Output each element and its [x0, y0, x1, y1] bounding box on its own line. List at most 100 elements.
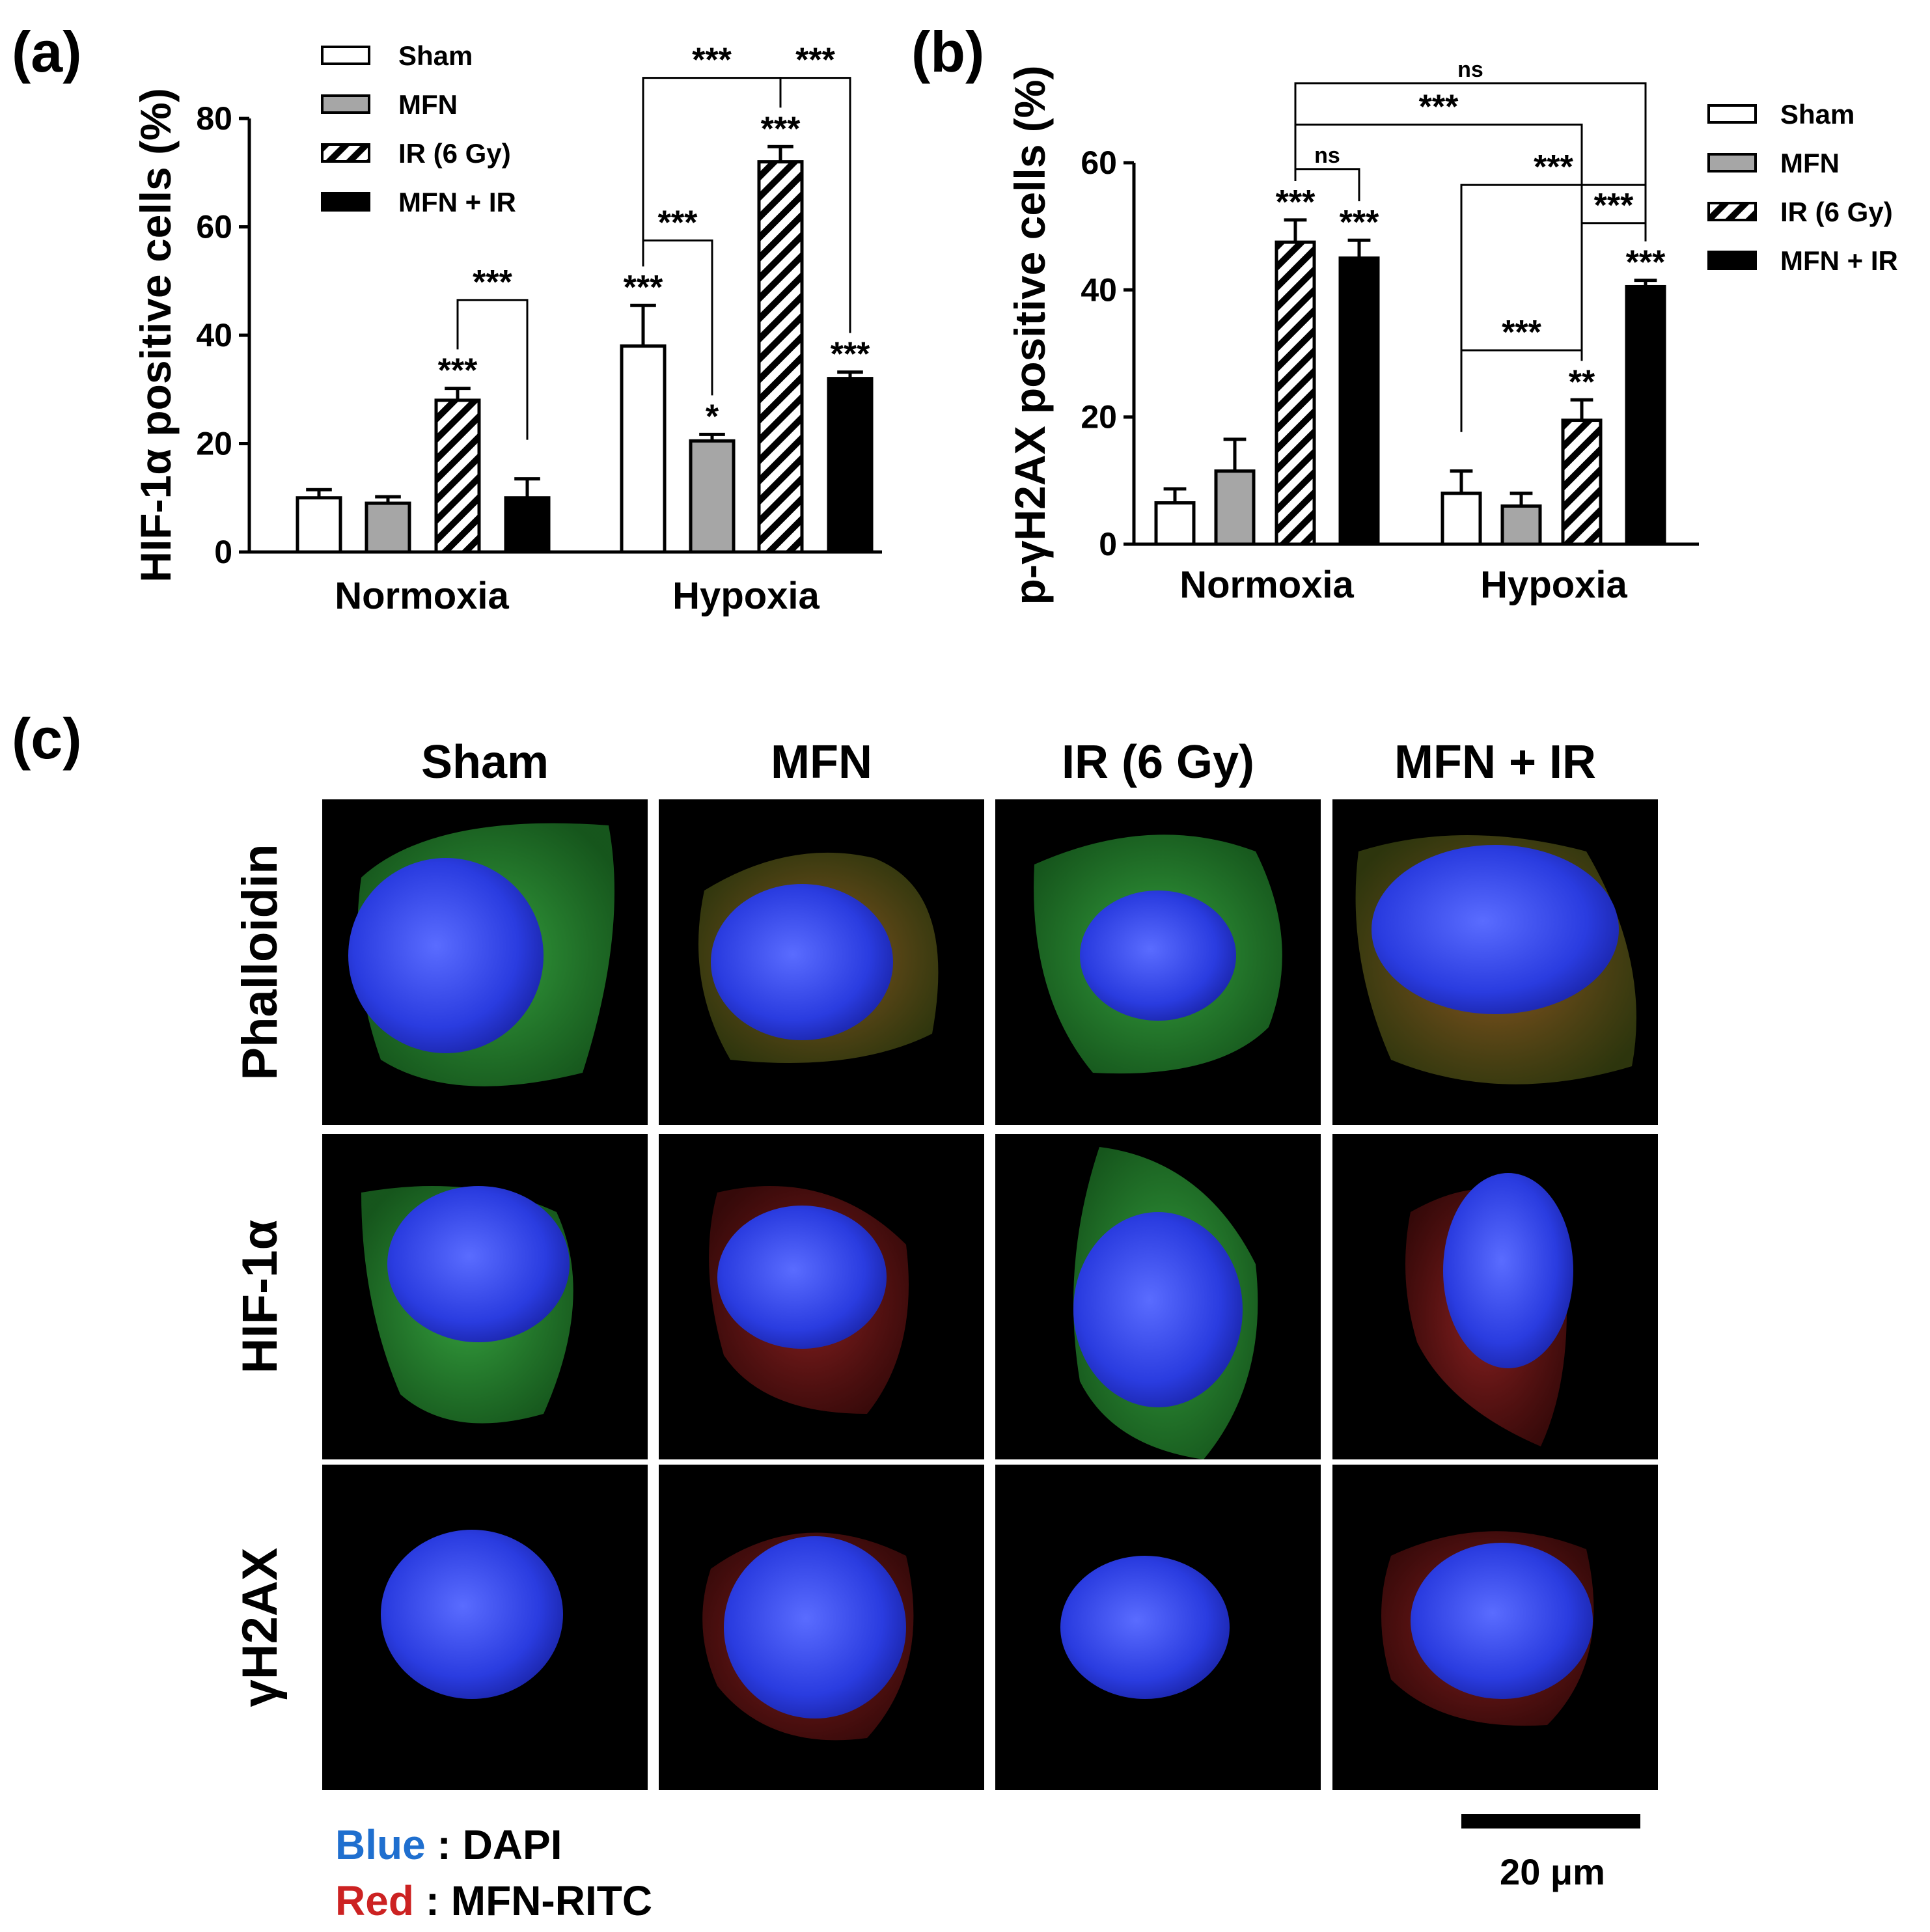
legend-label: MFN + IR [1780, 245, 1898, 276]
panel-b-letter: (b) [911, 20, 984, 84]
significance-bracket [779, 77, 851, 333]
row-header: Phalloidin [232, 844, 288, 1080]
micrograph [659, 1465, 984, 1790]
stain-legend-red: Red : MFN-RITC [335, 1877, 652, 1924]
bar [1214, 469, 1256, 546]
bracket-label: *** [795, 42, 835, 79]
y-tick-label: 40 [196, 317, 232, 353]
x-category-label: Normoxia [1179, 564, 1354, 606]
column-header: IR (6 Gy) [1062, 736, 1254, 788]
y-tick-label: 60 [1081, 145, 1117, 181]
bracket-label: *** [1419, 88, 1459, 126]
micrograph [995, 1134, 1321, 1459]
panel-c-letter: (c) [12, 706, 82, 771]
bar [1561, 419, 1603, 546]
row-header: γH2AX [232, 1547, 288, 1707]
legend-label: MFN [1780, 148, 1840, 178]
nucleus-dapi [387, 1186, 570, 1342]
significance-label: *** [624, 269, 663, 307]
nucleus-dapi [1443, 1173, 1573, 1368]
scale-bar-line [1461, 1814, 1640, 1828]
chart-b: 0 20 40 60 p-γH2AX positive cells (%) Normoxi… [1006, 57, 1898, 606]
bar [296, 496, 342, 554]
nucleus-dapi [348, 858, 544, 1053]
column-header: Sham [421, 736, 549, 788]
bracket-label: *** [692, 42, 732, 79]
bracket-label: *** [1594, 187, 1634, 225]
significance-label: *** [1276, 184, 1316, 221]
nucleus-dapi [1080, 890, 1236, 1021]
y-tick-label: 40 [1081, 271, 1117, 308]
significance-label: *** [438, 352, 478, 390]
micrograph [1332, 1134, 1658, 1459]
stain-legend-red-word: Red [335, 1877, 414, 1924]
row-header: HIF-1α [232, 1220, 288, 1374]
micrograph [322, 1134, 648, 1459]
y-axis-title: p-γH2AX positive cells (%) [1006, 66, 1054, 605]
bracket-label: *** [658, 204, 698, 242]
bracket-label: *** [1534, 148, 1573, 186]
legend-swatch [321, 46, 370, 65]
micrograph [1332, 1465, 1658, 1790]
legend-label: MFN [398, 89, 458, 120]
bracket-label: ns [1314, 143, 1340, 168]
x-category-label: Hypoxia [1480, 564, 1627, 606]
significance-label: ** [1569, 363, 1595, 401]
scale-bar-label: 20 μm [1500, 1851, 1605, 1892]
bar [1441, 491, 1482, 546]
micrograph [659, 799, 984, 1125]
legend-label: MFN + IR [398, 187, 516, 217]
significance-label: *** [761, 110, 801, 148]
bar [365, 501, 411, 554]
stain-legend-red-text: MFN-RITC [451, 1877, 652, 1924]
bracket-label: *** [473, 264, 512, 301]
y-axis-title: HIF-1α positive cells (%) [131, 88, 180, 582]
significance-label: * [706, 398, 719, 435]
nucleus-dapi [711, 884, 893, 1040]
legend-swatch [1707, 251, 1757, 270]
micrograph [1332, 799, 1658, 1125]
stain-legend-red-sep: : [414, 1877, 451, 1924]
stain-legend-blue-word: Blue [335, 1821, 426, 1868]
micrograph [322, 1465, 648, 1790]
bar [689, 439, 736, 554]
y-tick-label: 0 [1099, 526, 1117, 562]
legend-label: Sham [398, 40, 473, 71]
microscopy-grid: Sham MFN IR (6 Gy) MFN + IR Phalloidin HIF-1α… [232, 736, 1658, 1790]
bracket-label: *** [1502, 314, 1541, 352]
nucleus-dapi [1372, 845, 1619, 1014]
micrograph [322, 799, 648, 1125]
chart-a: 0 20 40 60 80 HIF-1α positive cells (%) Normox… [131, 40, 882, 617]
legend-label: IR (6 Gy) [398, 138, 511, 169]
bar [1500, 504, 1542, 546]
micrograph [659, 1134, 984, 1459]
bracket-label: ns [1457, 57, 1483, 82]
bar [757, 160, 804, 554]
stain-legend: Blue : DAPI Red : MFN-RITC [335, 1821, 652, 1924]
legend-swatch [321, 94, 370, 114]
bar [827, 377, 874, 554]
y-tick-label: 0 [214, 534, 232, 570]
significance-bracket [1580, 222, 1647, 361]
legend-label: Sham [1780, 99, 1854, 130]
y-tick-label: 60 [196, 209, 232, 245]
column-header: MFN + IR [1394, 736, 1596, 788]
stain-legend-blue-text: DAPI [463, 1821, 562, 1868]
panel-a-letter: (a) [12, 20, 82, 84]
significance-label: *** [831, 336, 870, 374]
legend-swatch [321, 143, 370, 163]
nucleus-dapi [1073, 1212, 1243, 1407]
bar [434, 398, 481, 554]
bar [1275, 240, 1316, 546]
legend-swatch [1707, 153, 1757, 172]
legend-swatch [1707, 104, 1757, 124]
bar [1625, 284, 1666, 546]
y-tick-label: 20 [196, 426, 232, 462]
bar [1154, 501, 1196, 546]
y-tick-label: 80 [196, 100, 232, 137]
y-tick-label: 20 [1081, 399, 1117, 435]
nucleus-dapi [1411, 1543, 1593, 1699]
nucleus-dapi [1060, 1556, 1230, 1699]
column-header: MFN [771, 736, 872, 788]
